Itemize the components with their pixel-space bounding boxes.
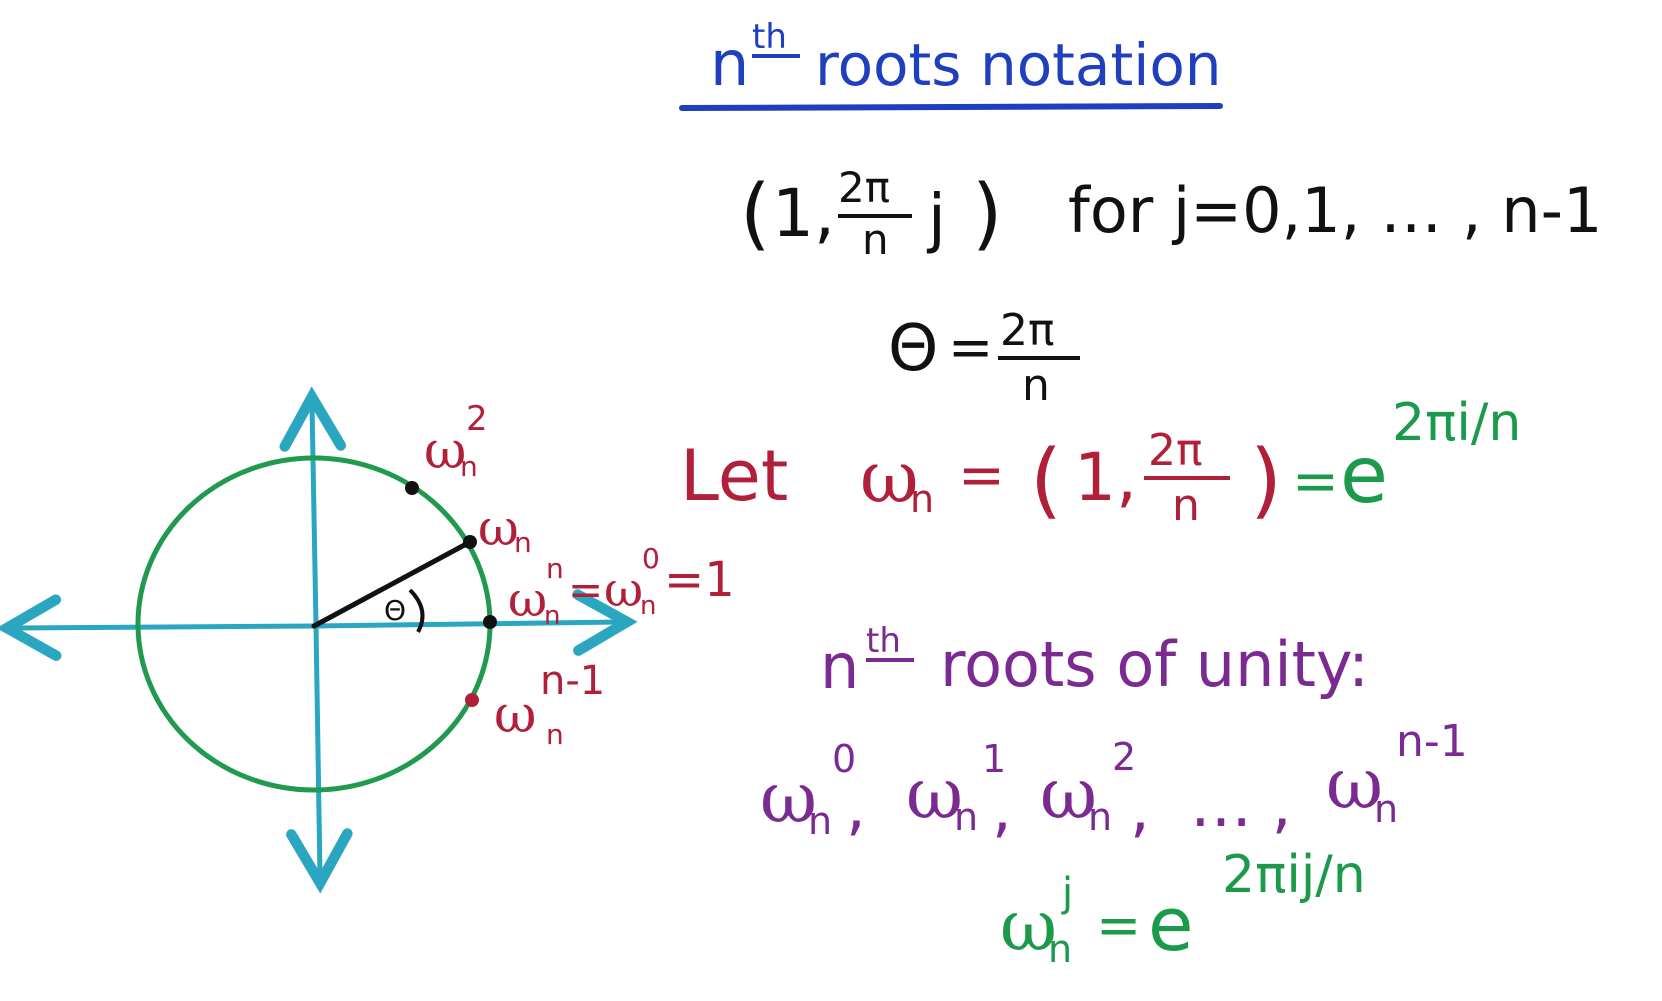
root-sep-2: , xyxy=(1130,772,1150,845)
theta-symbol: Θ xyxy=(888,312,938,386)
polar-one: 1, xyxy=(772,175,835,252)
root-last-base: ω xyxy=(1326,743,1383,825)
formula-base: ω xyxy=(1000,885,1057,967)
let-eq2: = xyxy=(1292,449,1339,514)
theta-definition: Θ = 2π n xyxy=(888,305,1080,411)
title: n th roots notation xyxy=(710,17,1222,100)
root-1-base: ω xyxy=(906,753,963,835)
axis-y-positive xyxy=(279,386,347,629)
formula-e: e xyxy=(1148,882,1194,968)
title-underline xyxy=(679,103,1223,111)
title-th: th xyxy=(752,17,787,57)
point-w1 xyxy=(463,535,477,549)
angle-arc xyxy=(408,588,425,633)
point-w0 xyxy=(483,615,497,629)
label-w0-sup2: 0 xyxy=(642,542,660,575)
polar-open-paren: ( xyxy=(740,169,770,259)
let-word: Let xyxy=(680,435,788,517)
polar-frac-den: n xyxy=(862,215,889,264)
label-w0-tail: =1 xyxy=(664,552,735,608)
root-sep-1: , xyxy=(992,772,1012,845)
label-wn1-base: ω xyxy=(494,685,536,745)
let-omega-sub: n xyxy=(910,477,934,521)
polar-suffix: for j=0,1, … , n-1 xyxy=(1068,174,1602,247)
let-one: 1, xyxy=(1074,439,1137,516)
let-omega: ω xyxy=(860,435,919,519)
formula-sup: j xyxy=(1061,870,1073,916)
point-wn1 xyxy=(465,693,479,707)
let-exp: 2πi/n xyxy=(1392,393,1521,453)
axis-x-positive xyxy=(313,589,638,656)
root-1-sup: 1 xyxy=(982,737,1006,781)
axis-y-negative xyxy=(286,623,353,894)
formula-exp: 2πij/n xyxy=(1222,845,1366,905)
label-w0-base1: ω xyxy=(508,572,547,628)
root-2-sub: n xyxy=(1088,795,1112,839)
polar-frac-num: 2π xyxy=(838,163,890,212)
root-0-sub: n xyxy=(808,799,832,843)
theta-num: 2π xyxy=(1000,305,1054,356)
root-0-base: ω xyxy=(760,757,817,839)
root-0-sup: 0 xyxy=(832,737,856,781)
let-eq: = xyxy=(958,443,1005,508)
label-w0-eq: = xyxy=(568,565,603,614)
theta-eq: = xyxy=(948,316,993,379)
general-formula: ω n j = e 2πij/n xyxy=(1000,845,1366,971)
roots-n: n xyxy=(820,630,859,703)
roots-text: roots of unity: xyxy=(940,628,1369,701)
label-w2-sub: n xyxy=(460,450,478,483)
polar-j: j xyxy=(926,182,946,256)
title-n: n xyxy=(710,27,749,100)
roots-list: ω n 0 , ω n 1 , ω n 2 , … , ω n n-1 xyxy=(760,716,1468,845)
let-definition: Let ω n = ( 1, 2π n ) = e 2πi/n xyxy=(680,393,1521,531)
label-wn1-sub: n xyxy=(546,718,564,751)
title-text: roots notation xyxy=(815,31,1222,99)
label-wn1-sup: n-1 xyxy=(540,658,605,704)
label-w1-base: ω xyxy=(478,499,519,557)
let-e: e xyxy=(1340,431,1388,521)
roots-ellipsis: … , xyxy=(1190,768,1291,841)
roots-heading: n th roots of unity: xyxy=(820,621,1369,703)
radius-line xyxy=(311,539,473,629)
root-1-sub: n xyxy=(954,795,978,839)
diagram-theta: Θ xyxy=(384,594,406,627)
root-sep-0: , xyxy=(846,770,866,843)
roots-th: th xyxy=(866,621,901,661)
root-last-sup: n-1 xyxy=(1396,716,1468,767)
label-w0-base2: ω xyxy=(604,562,643,618)
label-w0-sub2: n xyxy=(640,591,656,621)
let-frac-den: n xyxy=(1172,480,1200,531)
let-frac-num: 2π xyxy=(1148,425,1202,476)
label-w1-sub: n xyxy=(514,526,532,559)
formula-eq: = xyxy=(1096,894,1141,957)
polar-close-paren: ) xyxy=(972,169,1002,259)
polar-notation: ( 1, 2π n j ) for j=0,1, … , n-1 xyxy=(740,163,1602,264)
label-w0-sub1: n xyxy=(544,601,560,631)
root-2-sup: 2 xyxy=(1112,735,1136,779)
point-w2 xyxy=(405,481,419,495)
unit-circle-diagram: Θ ω n 2 ω n ω n n = ω n 0 =1 ω n n-1 xyxy=(0,386,735,894)
label-w0-sup1: n xyxy=(546,552,564,585)
axis-x-negative xyxy=(0,594,319,661)
label-w2-base: ω xyxy=(424,421,466,481)
label-w2-sup: 2 xyxy=(466,399,488,439)
theta-den: n xyxy=(1022,360,1050,411)
formula-sub: n xyxy=(1048,927,1072,971)
let-close-paren: ) xyxy=(1250,433,1282,528)
root-last-sub: n xyxy=(1374,787,1398,831)
root-2-base: ω xyxy=(1040,753,1097,835)
let-open-paren: ( xyxy=(1030,433,1062,528)
